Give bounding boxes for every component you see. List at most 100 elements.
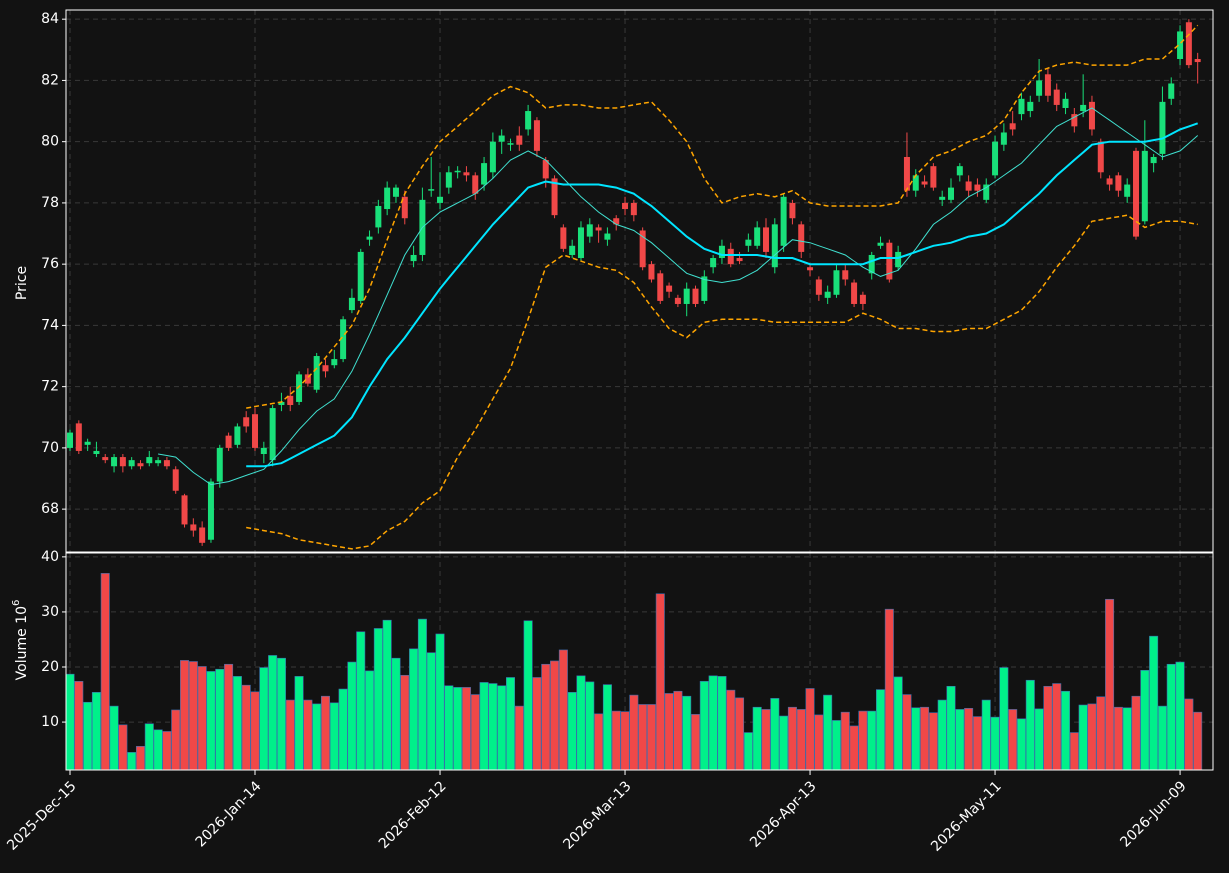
volume-bar — [453, 687, 463, 770]
volume-bar — [426, 652, 436, 770]
candle-body — [437, 196, 444, 203]
volume-bar — [831, 720, 841, 770]
volume-bar — [329, 702, 339, 770]
volume-bar — [928, 712, 938, 770]
indicator-line — [246, 122, 1199, 468]
candle-body — [428, 189, 435, 191]
candle-body — [401, 196, 408, 219]
marks — [66, 573, 1203, 770]
volume-bar — [708, 675, 718, 770]
candle-body — [357, 251, 364, 301]
plot-frame — [65, 9, 1214, 553]
volume-bar — [946, 685, 956, 770]
volume-bar — [743, 732, 753, 770]
candle-body — [983, 184, 990, 200]
volume-bar — [1078, 704, 1088, 770]
y-tick-label: 10 — [41, 714, 59, 730]
volume-bar — [1096, 696, 1106, 770]
volume-bar — [972, 716, 982, 770]
volume-bar — [461, 687, 471, 770]
volume-bar — [911, 707, 921, 770]
candle-body — [375, 205, 382, 228]
volume-bar — [840, 711, 850, 770]
candle-body — [1159, 101, 1166, 154]
volume-bar — [409, 648, 419, 770]
volume-bar — [611, 710, 621, 770]
candle-body — [551, 178, 558, 216]
volume-bar — [541, 663, 551, 770]
volume-bar — [576, 675, 586, 770]
volume-bar — [497, 685, 507, 770]
candle-body — [384, 187, 391, 210]
candle-body — [754, 227, 761, 246]
volume-bar — [400, 674, 410, 770]
candle-body — [780, 196, 787, 246]
candle-body — [146, 457, 153, 464]
volume-bar — [920, 706, 930, 770]
candle-body — [155, 460, 162, 464]
candle-body — [1168, 83, 1175, 99]
candle-body — [1097, 141, 1104, 173]
candle-body — [666, 285, 673, 292]
volume-bar — [1087, 703, 1097, 770]
volume-label-exponent: 6 — [11, 600, 22, 606]
indicator-line — [246, 214, 1198, 550]
volume-bar — [83, 701, 93, 770]
candle-body — [886, 242, 893, 280]
candle-body — [930, 166, 937, 188]
candle-body — [657, 273, 664, 301]
candle-body — [516, 135, 523, 145]
candle-body — [842, 270, 849, 280]
candle-body — [807, 267, 814, 271]
y-tick-label: 20 — [41, 659, 59, 675]
indicator-line — [158, 107, 1199, 486]
candle-body — [1080, 104, 1087, 112]
volume-bar — [558, 649, 568, 770]
volume-bar — [602, 684, 612, 770]
candle-body — [533, 120, 540, 151]
candle-body — [199, 527, 206, 543]
volume-bar — [1193, 711, 1203, 770]
volume-bar — [224, 663, 234, 770]
volume-bar — [646, 704, 656, 770]
volume-bar — [391, 657, 401, 770]
candle-body — [445, 172, 452, 188]
candle-body — [1071, 114, 1078, 127]
candle-body — [1000, 132, 1007, 145]
y-tick-label: 80 — [41, 134, 59, 150]
volume-bar — [470, 694, 480, 770]
volume-bar — [1166, 663, 1176, 770]
candle-body — [454, 170, 461, 173]
candle-body — [939, 196, 946, 200]
candle-body — [613, 218, 620, 225]
volume-bar — [981, 699, 991, 770]
volume-bar — [1069, 732, 1079, 770]
plot-frame — [65, 552, 1214, 771]
volume-label-text: Volume 10 — [14, 606, 30, 680]
volume-bar — [365, 670, 375, 770]
volume-bar — [285, 699, 295, 770]
volume-bar — [276, 657, 286, 770]
candle-body — [1194, 58, 1201, 63]
candle-body — [683, 288, 690, 304]
volume-bar — [144, 723, 154, 770]
volume-bar — [118, 724, 128, 770]
candle-body — [833, 270, 840, 295]
candle-body — [868, 254, 875, 274]
candle-body — [1185, 22, 1192, 66]
volume-bar — [550, 660, 560, 770]
volume-bar — [682, 695, 692, 770]
candle-body — [789, 202, 796, 219]
candle-body — [225, 435, 232, 448]
candle-body — [366, 236, 373, 240]
volume-bar — [1105, 598, 1115, 770]
x-tick-label: 2026-Feb-12 — [376, 778, 450, 852]
x-tick-label: 2026-Apr-13 — [747, 778, 820, 851]
volume-bar — [153, 729, 163, 770]
volume-bar — [347, 661, 357, 770]
candle-body — [102, 457, 109, 461]
candle-body — [1177, 31, 1184, 59]
volume-bar — [1149, 635, 1159, 770]
candle-body — [701, 276, 708, 301]
